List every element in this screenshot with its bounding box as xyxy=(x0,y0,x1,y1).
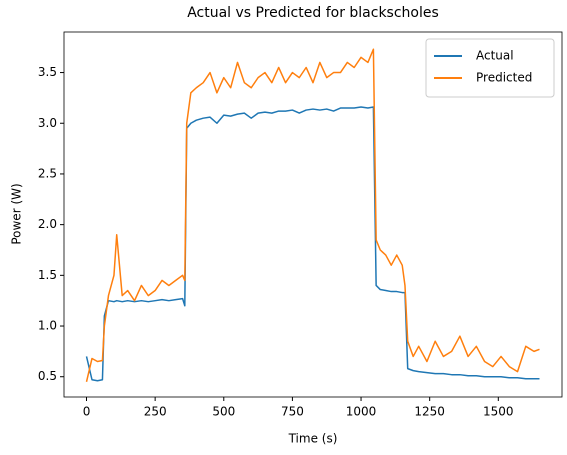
x-tick-label: 1000 xyxy=(346,405,377,419)
legend-label: Actual xyxy=(476,49,514,63)
legend-box xyxy=(425,38,555,98)
x-tick-label: 0 xyxy=(83,405,91,419)
series-line xyxy=(85,48,540,382)
plot-frame xyxy=(63,31,563,398)
y-tick-label: 1.5 xyxy=(38,268,57,282)
legend-label: Predicted xyxy=(476,71,532,85)
x-tick-label: 1250 xyxy=(414,405,445,419)
x-tick-label: 1500 xyxy=(483,405,514,419)
series-line xyxy=(85,106,540,382)
y-tick-label: 0.5 xyxy=(38,369,57,383)
chart-title: Actual vs Predicted for blackscholes xyxy=(187,5,439,21)
y-tick-label: 2.5 xyxy=(38,166,57,180)
x-tick-label: 500 xyxy=(212,405,235,419)
x-axis-label: Time (s) xyxy=(288,432,338,446)
x-tick-label: 750 xyxy=(281,405,304,419)
y-tick-label: 3.0 xyxy=(38,116,57,130)
y-tick-label: 3.5 xyxy=(38,65,57,79)
y-tick-label: 2.0 xyxy=(38,217,57,231)
x-tick-label: 250 xyxy=(144,405,167,419)
y-tick-label: 1.0 xyxy=(38,319,57,333)
y-axis-label: Power (W) xyxy=(10,183,24,244)
